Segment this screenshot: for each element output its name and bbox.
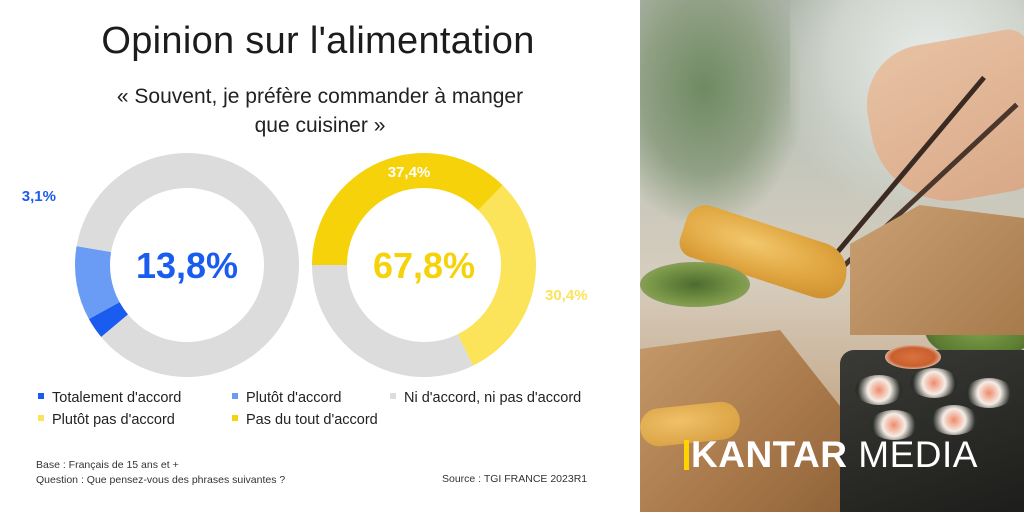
legend-swatch [232, 393, 238, 400]
legend-label: Plutôt d'accord [246, 390, 342, 406]
donut-slice [457, 185, 536, 366]
footnotes: Base : Français de 15 ans et + Question … [36, 458, 285, 488]
legend-label: Ni d'accord, ni pas d'accord [404, 390, 582, 406]
legend-item-plutot-pas-daccord: Plutôt pas d'accord [38, 412, 175, 428]
donut-center-value: 13,8% [136, 245, 238, 286]
donut-slice [88, 302, 129, 337]
legend-item-neutre: Ni d'accord, ni pas d'accord [390, 390, 581, 406]
legend-label: Pas du tout d'accord [246, 412, 378, 428]
photo-sushi-4 [870, 410, 918, 440]
photo-sushi-2 [910, 368, 958, 398]
chart-subtitle: « Souvent, je préfère commander à manger… [60, 82, 580, 140]
donut-chart-2: 37,4% 30,4% 67,8% [312, 152, 588, 377]
infographic-panel: Opinion sur l'alimentation « Souvent, je… [21, 20, 588, 488]
legend-swatch [38, 415, 44, 422]
photo-box-right [850, 205, 1024, 335]
logo-kantar: KANTAR [691, 434, 848, 475]
chart-title: Opinion sur l'alimentation [101, 20, 535, 62]
donut-slice [75, 246, 120, 320]
question-note: Question : Que pensez-vous des phrases s… [36, 474, 286, 486]
slice-data-label: 37,4% [388, 164, 431, 181]
legend-swatch [38, 393, 44, 400]
kantar-media-logo: KANTAR MEDIA [684, 434, 978, 476]
photo-sauce-cup [885, 345, 941, 369]
legend-swatch [232, 415, 238, 422]
base-note: Base : Français de 15 ans et + [36, 459, 179, 471]
donut-slice [312, 152, 503, 265]
donut-center-value: 67,8% [373, 245, 475, 286]
legend-label: Totalement d'accord [52, 390, 182, 406]
photo-sushi-1 [855, 375, 903, 405]
subtitle-line-1: « Souvent, je préfère commander à manger [116, 85, 524, 108]
legend-item-totalement-daccord: Totalement d'accord [38, 390, 181, 406]
donut-chart-1: 3,1%10,7%13,8% [22, 153, 299, 377]
food-photo [640, 0, 1024, 512]
logo-media: MEDIA [858, 434, 978, 475]
donut-slice [76, 153, 299, 377]
source-note: Source : TGI FRANCE 2023R1 [442, 473, 588, 485]
donut-charts: 3,1%10,7%13,8% 37,4% 30,4% 67,8% [22, 152, 588, 377]
photo-sushi-5 [930, 405, 978, 435]
donut-slice [312, 265, 473, 377]
legend-item-plutot-daccord: Plutôt d'accord [232, 390, 341, 406]
subtitle-line-2: que cuisiner » [254, 114, 386, 137]
slice-data-label: 3,1% [22, 188, 56, 205]
photo-sushi-3 [965, 378, 1013, 408]
logo-bar [684, 440, 689, 470]
legend-label: Plutôt pas d'accord [52, 412, 175, 428]
slice-data-label: 30,4% [545, 287, 588, 304]
photo-greenery [640, 0, 800, 220]
legend-item-pas-du-tout-daccord: Pas du tout d'accord [232, 412, 378, 428]
legend-swatch [390, 393, 396, 400]
photo-green-bowl [640, 262, 750, 307]
